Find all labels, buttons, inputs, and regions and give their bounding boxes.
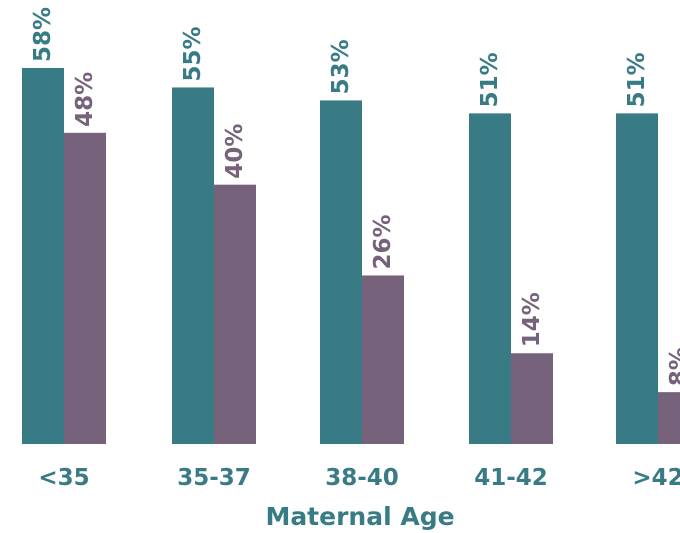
bar-series2-3 (362, 275, 404, 444)
x-axis-title: Maternal Age (265, 502, 454, 531)
data-label-series1-2: 55% (180, 26, 206, 81)
bar-series2-4 (511, 353, 553, 444)
bar-series2-5 (658, 392, 680, 444)
x-tick-label-3: 38-40 (325, 465, 399, 491)
bar-series1-4 (469, 113, 511, 445)
data-label-series2-4: 14% (519, 292, 545, 347)
data-label-series2-1: 48% (72, 72, 98, 127)
x-tick-label-2: 35-37 (177, 465, 251, 491)
data-label-series2-2: 40% (222, 124, 248, 179)
bar-series1-1 (22, 68, 64, 444)
bar-series1-2 (172, 87, 214, 444)
bar-series2-2 (214, 184, 256, 445)
data-label-series1-5: 51% (624, 52, 650, 107)
x-tick-label-4: 41-42 (474, 465, 548, 491)
data-label-series1-4: 51% (477, 52, 503, 107)
data-label-series2-5: 8% (666, 347, 680, 386)
bar-series2-1 (64, 132, 106, 445)
bar-series1-3 (320, 100, 362, 445)
data-label-series1-1: 58% (30, 7, 56, 62)
bar-series1-5 (616, 113, 658, 445)
data-label-series2-3: 26% (370, 214, 396, 269)
x-tick-label-1: <35 (38, 465, 89, 491)
x-tick-label-5: >42 (632, 465, 680, 491)
data-label-series1-3: 53% (328, 39, 354, 94)
